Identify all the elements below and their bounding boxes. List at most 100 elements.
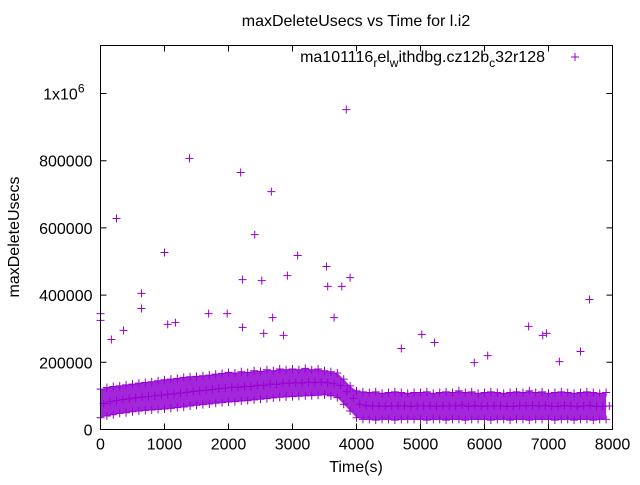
data-point xyxy=(550,416,559,425)
data-point-outlier xyxy=(555,357,564,366)
data-point xyxy=(544,415,553,424)
data-point xyxy=(390,416,399,425)
data-point xyxy=(378,389,387,398)
data-point-outlier xyxy=(238,323,247,332)
data-point xyxy=(582,387,591,396)
data-point xyxy=(243,368,252,377)
data-point xyxy=(589,416,598,425)
data-point xyxy=(531,388,540,397)
data-point xyxy=(166,404,175,413)
data-point xyxy=(173,374,182,383)
data-point xyxy=(122,408,131,417)
data-point xyxy=(570,416,579,425)
data-point xyxy=(442,387,451,396)
data-point xyxy=(474,389,483,398)
data-point xyxy=(272,380,281,389)
data-point xyxy=(589,388,598,397)
data-point xyxy=(563,388,572,397)
data-point xyxy=(544,389,553,398)
data-point xyxy=(467,387,476,396)
data-point xyxy=(323,378,332,387)
data-point-outlier xyxy=(346,273,355,282)
data-point xyxy=(298,378,307,387)
data-point xyxy=(506,388,515,397)
data-point-outlier xyxy=(524,322,533,331)
legend-marker-cross xyxy=(571,53,579,61)
data-point xyxy=(346,381,355,390)
data-point xyxy=(128,380,137,389)
data-point xyxy=(573,402,582,411)
data-point xyxy=(198,400,207,409)
data-point xyxy=(333,393,342,402)
data-point xyxy=(237,367,246,376)
data-point xyxy=(576,388,585,397)
data-point xyxy=(365,388,374,397)
y-tick-label: 600000 xyxy=(39,221,92,238)
data-point xyxy=(122,380,131,389)
y-tick-label: 200000 xyxy=(39,355,92,372)
data-point xyxy=(173,403,182,412)
plot-border xyxy=(100,45,613,430)
legend: ma101116relwithdbg.cz12bc32r128 xyxy=(300,49,579,70)
data-point xyxy=(595,389,604,398)
data-point xyxy=(448,388,457,397)
data-point xyxy=(582,415,591,424)
data-point xyxy=(384,415,393,424)
data-point-outlier xyxy=(576,347,585,356)
data-point-outlier xyxy=(163,320,172,329)
data-point xyxy=(326,391,335,400)
y-tick-label: 400000 xyxy=(39,288,92,305)
data-point-outlier xyxy=(119,326,128,335)
data-point xyxy=(355,400,364,409)
data-point xyxy=(211,370,220,379)
data-point xyxy=(454,415,463,424)
data-point xyxy=(320,366,329,375)
data-point-outlier xyxy=(283,271,292,280)
data-point xyxy=(541,401,550,410)
data-point-outlier xyxy=(267,187,276,196)
y-tick-label: 0 xyxy=(84,423,93,440)
chart-title: maxDeleteUsecs vs Time for l.i2 xyxy=(242,13,471,30)
data-point xyxy=(250,366,259,375)
data-point xyxy=(333,369,342,378)
data-point xyxy=(586,401,595,410)
data-point-outlier xyxy=(417,330,426,339)
data-point xyxy=(403,389,412,398)
data-point xyxy=(234,383,243,392)
data-point xyxy=(451,401,460,410)
data-point-outlier xyxy=(160,248,169,257)
data-point xyxy=(525,386,534,395)
data-point xyxy=(262,394,271,403)
data-point xyxy=(166,375,175,384)
data-point xyxy=(509,402,518,411)
data-point xyxy=(115,409,124,418)
data-point xyxy=(211,399,220,408)
data-point xyxy=(147,406,156,415)
data-point xyxy=(262,365,271,374)
data-point xyxy=(106,397,115,406)
data-point-outlier xyxy=(137,304,146,313)
plot-area xyxy=(96,105,614,425)
data-point xyxy=(326,367,335,376)
data-point xyxy=(442,416,451,425)
data-point xyxy=(330,379,339,388)
data-point xyxy=(157,391,166,400)
data-point xyxy=(435,415,444,424)
data-point xyxy=(189,387,198,396)
data-point xyxy=(112,396,121,405)
data-point-outlier xyxy=(342,105,351,114)
data-point xyxy=(221,384,230,393)
x-axis-label: Time(s) xyxy=(329,459,383,476)
x-tick-label: 3000 xyxy=(275,437,311,454)
data-point xyxy=(128,407,137,416)
x-tick-label: 6000 xyxy=(467,437,503,454)
data-point-outlier xyxy=(236,168,245,177)
data-point xyxy=(160,375,169,384)
data-point xyxy=(170,389,179,398)
axes-ticks: 0 1000 2000 3000 4000 5000 6000 7000 8000 0 200000… xyxy=(39,45,630,454)
data-point xyxy=(518,388,527,397)
data-point xyxy=(179,373,188,382)
data-point-outlier xyxy=(470,358,479,367)
data-point xyxy=(499,389,508,398)
